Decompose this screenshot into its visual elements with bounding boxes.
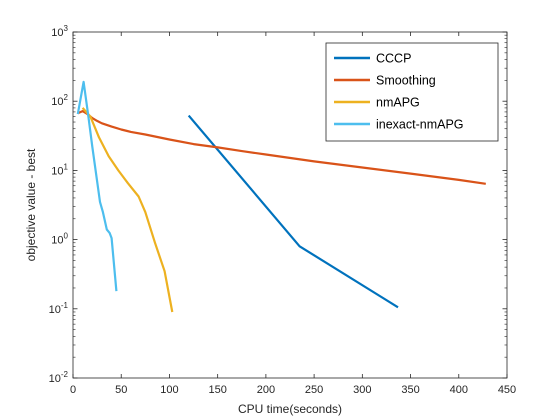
x-tick-label: 0 [70, 384, 76, 396]
legend-label: Smoothing [376, 74, 436, 88]
x-axis: 0 50 100 150 200 250 300 350 400 450 [70, 32, 516, 396]
x-tick-label: 200 [257, 384, 275, 396]
y-tick-label: 102 [51, 93, 68, 108]
series-line-cccp [187, 114, 399, 309]
y-tick-label: 101 [51, 162, 68, 177]
series-line-smoothing [77, 109, 486, 185]
legend: CCCP Smoothing nmAPG inexact-nmAPG [325, 42, 499, 142]
x-tick-label: 100 [160, 384, 178, 396]
x-tick-label: 400 [450, 384, 468, 396]
series-layer [76, 80, 486, 313]
y-tick-label: 100 [51, 232, 68, 247]
y-axis: 10-2 10-1 100 101 102 103 [49, 24, 507, 385]
x-tick-label: 300 [353, 384, 371, 396]
x-tick-label: 450 [498, 384, 516, 396]
legend-label: CCCP [376, 52, 411, 66]
legend-label: inexact-nmAPG [376, 118, 464, 132]
x-tick-label: 150 [208, 384, 226, 396]
plot-frame [72, 31, 508, 379]
legend-label: nmAPG [376, 96, 420, 110]
x-axis-label: CPU time(seconds) [238, 402, 342, 416]
y-tick-label: 10-1 [49, 301, 69, 316]
y-tick-label: 10-2 [49, 370, 69, 385]
series-line-inexact-nmapg [76, 80, 118, 292]
x-tick-label: 350 [401, 384, 419, 396]
x-tick-label: 50 [115, 384, 127, 396]
y-tick-label: 103 [51, 24, 68, 39]
x-tick-label: 250 [305, 384, 323, 396]
y-axis-label: objective value - best [24, 148, 38, 261]
series-line-nmapg [81, 107, 174, 313]
